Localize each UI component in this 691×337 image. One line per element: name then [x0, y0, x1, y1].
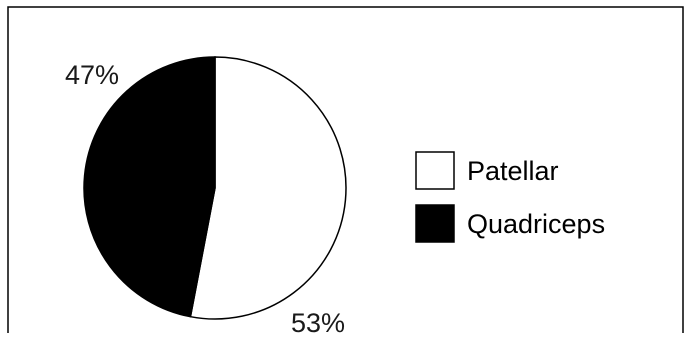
- chart-border: [7, 6, 684, 333]
- pie-data-labels: 53% 47%: [65, 60, 345, 337]
- chart-legend: Patellar Quadriceps: [415, 151, 605, 243]
- pie-slice-quadriceps: [83, 56, 216, 318]
- legend-swatch-patellar: [415, 151, 455, 190]
- pie-slice-patellar: [189, 56, 347, 320]
- data-label-patellar: 53%: [291, 308, 345, 337]
- legend-label-quadriceps: Quadriceps: [467, 209, 605, 239]
- data-label-quadriceps: 47%: [65, 60, 119, 90]
- legend-label-patellar: Patellar: [467, 156, 559, 186]
- legend-swatch-quadriceps: [415, 204, 455, 243]
- pie-slices: [83, 56, 347, 320]
